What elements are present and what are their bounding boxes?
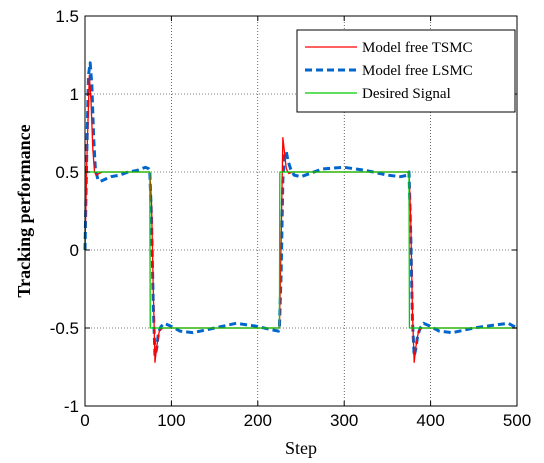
legend: Model free TSMC Model free LSMC Desired Si… xyxy=(296,29,516,113)
y-axis-label: Tracking performance xyxy=(14,124,34,297)
plot-frame xyxy=(84,15,518,407)
data-series xyxy=(83,61,518,363)
y-tick-label: -0.5 xyxy=(50,319,79,338)
x-tick-label: 0 xyxy=(80,411,89,430)
x-tick-label: 200 xyxy=(244,411,272,430)
y-tick-label: -1 xyxy=(64,397,79,416)
axis-ticks: 0 100 200 300 400 500 -1 -0.5 0 0.5 1 1.5 xyxy=(50,7,531,430)
legend-label: Model free LSMC xyxy=(362,63,473,79)
legend-label: Model free TSMC xyxy=(362,40,473,56)
y-tick-label: 0.5 xyxy=(55,163,79,182)
x-tick-label: 300 xyxy=(330,411,358,430)
x-tick-label: 400 xyxy=(416,411,444,430)
x-tick-label: 100 xyxy=(157,411,185,430)
y-tick-label: 0 xyxy=(70,241,79,260)
x-tick-label: 500 xyxy=(503,411,531,430)
y-tick-label: 1.5 xyxy=(55,7,79,26)
x-axis-label: Step xyxy=(285,438,317,458)
series-line-desired-signal xyxy=(84,171,517,329)
y-tick-label: 1 xyxy=(70,85,79,104)
legend-items: Model free TSMC Model free LSMC Desired Si… xyxy=(305,40,473,102)
legend-label: Desired Signal xyxy=(362,86,451,102)
